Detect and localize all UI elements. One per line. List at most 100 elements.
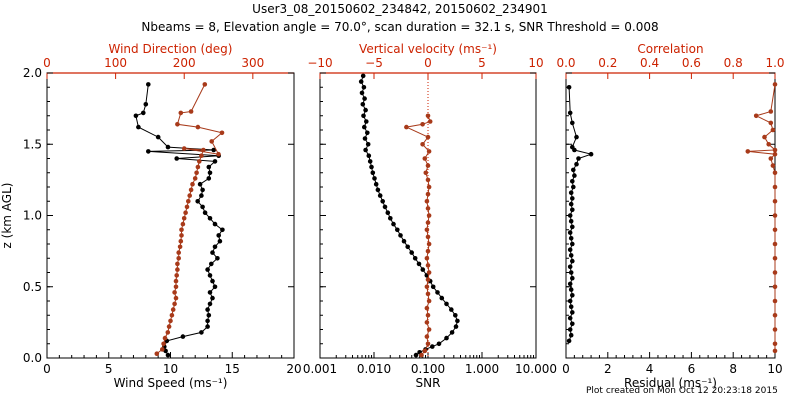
- figure-title-line-2: Nbeams = 8, Elevation angle = 70.0°, sca…: [141, 20, 659, 34]
- data-point-left-1: [168, 318, 173, 324]
- data-point-middle-0: [361, 113, 366, 119]
- data-point-left-0: [146, 82, 151, 87]
- data-point-middle-1: [425, 234, 431, 240]
- data-point-middle-1: [424, 199, 430, 204]
- data-point-middle-0: [405, 244, 411, 250]
- data-point-left-0: [200, 204, 205, 210]
- data-point-middle-1: [425, 220, 431, 225]
- data-point-left-0: [217, 238, 223, 244]
- data-point-left-0: [210, 278, 215, 284]
- data-point-left-0: [212, 159, 218, 164]
- data-point-right-0: [567, 298, 573, 304]
- data-point-right-1: [772, 213, 778, 218]
- data-point-right-1: [772, 255, 778, 261]
- data-point-right-0: [571, 184, 576, 190]
- data-point-left-1: [194, 170, 199, 176]
- data-point-middle-1: [425, 277, 431, 282]
- data-point-right-0: [566, 338, 572, 344]
- y-tick-label: 0.0: [23, 351, 42, 365]
- data-point-left-1: [180, 221, 186, 227]
- data-point-left-0: [210, 295, 215, 301]
- bottom-tick-label-middle: 0.010: [357, 362, 391, 376]
- data-point-middle-0: [439, 295, 445, 301]
- data-point-middle-0: [413, 352, 419, 358]
- bottom-axis-title-right: Residual (ms⁻¹): [624, 376, 717, 390]
- data-point-left-0: [207, 216, 213, 221]
- data-point-left-1: [177, 244, 183, 250]
- data-point-left-1: [183, 210, 188, 215]
- data-point-middle-0: [382, 204, 388, 210]
- data-point-right-0: [576, 156, 581, 161]
- data-point-middle-0: [367, 159, 373, 164]
- data-point-middle-0: [372, 176, 377, 181]
- data-point-middle-1: [425, 341, 431, 347]
- data-point-right-1: [762, 134, 767, 140]
- data-point-middle-0: [416, 261, 422, 267]
- data-point-middle-1: [404, 124, 409, 130]
- data-point-middle-0: [398, 233, 403, 238]
- data-point-middle-1: [420, 122, 425, 127]
- data-point-left-0: [212, 284, 218, 290]
- data-point-right-1: [766, 142, 771, 147]
- data-point-middle-0: [412, 255, 418, 261]
- top-tick-label-left: 200: [173, 56, 196, 70]
- data-point-right-0: [566, 85, 572, 90]
- data-point-right-0: [567, 110, 573, 116]
- data-point-middle-0: [363, 147, 368, 153]
- data-point-left-1: [184, 204, 190, 210]
- data-point-right-1: [772, 270, 778, 275]
- data-point-left-0: [207, 301, 213, 307]
- bottom-tick-label-left: 5: [105, 362, 113, 376]
- bottom-tick-label-right: 4: [646, 362, 654, 376]
- data-point-left-0: [165, 144, 171, 150]
- data-point-middle-0: [449, 307, 454, 312]
- data-point-right-0: [588, 151, 594, 157]
- data-point-right-0: [574, 161, 579, 167]
- data-point-right-1: [772, 241, 778, 247]
- data-point-middle-1: [419, 352, 424, 358]
- data-point-left-1: [178, 110, 184, 116]
- data-point-right-0: [567, 230, 573, 235]
- data-point-middle-1: [426, 298, 432, 304]
- bottom-tick-label-right: 8: [729, 362, 737, 376]
- data-point-right-1: [772, 327, 778, 332]
- data-point-left-1: [188, 109, 194, 114]
- data-point-right-0: [567, 264, 573, 270]
- data-point-right-1: [745, 149, 751, 154]
- data-point-middle-0: [455, 318, 460, 324]
- data-point-middle-1: [425, 113, 431, 119]
- y-tick-label: 1.5: [23, 137, 42, 151]
- data-point-right-1: [772, 199, 778, 204]
- data-point-left-1: [190, 181, 195, 187]
- data-point-left-1: [154, 351, 160, 357]
- data-point-right-0: [567, 281, 573, 287]
- data-point-right-0: [570, 258, 575, 264]
- top-tick-label-middle: 0: [424, 56, 432, 70]
- y-tick-label: 2.0: [23, 66, 42, 80]
- data-point-right-0: [570, 224, 575, 230]
- data-point-right-0: [567, 327, 573, 332]
- data-point-middle-1: [425, 248, 431, 254]
- data-point-left-0: [206, 164, 212, 170]
- data-point-right-0: [567, 247, 573, 252]
- data-point-right-0: [570, 241, 575, 247]
- data-point-right-1: [772, 151, 778, 157]
- top-tick-label-middle: −10: [307, 56, 332, 70]
- data-point-left-1: [199, 153, 204, 158]
- data-point-left-0: [205, 267, 210, 272]
- data-point-left-1: [219, 130, 225, 136]
- data-point-right-1: [768, 109, 774, 114]
- data-point-left-1: [195, 124, 201, 130]
- top-tick-label-right: 1.0: [765, 56, 784, 70]
- data-point-middle-0: [364, 119, 369, 124]
- data-point-left-1: [192, 176, 198, 181]
- data-point-middle-0: [369, 164, 374, 170]
- data-point-right-0: [570, 179, 575, 184]
- data-point-right-0: [570, 275, 575, 281]
- data-point-middle-1: [424, 305, 430, 311]
- data-point-middle-0: [435, 290, 440, 295]
- data-point-middle-0: [363, 107, 368, 113]
- bottom-axis-title-left: Wind Speed (ms⁻¹): [114, 376, 228, 390]
- data-point-left-1: [173, 284, 179, 290]
- data-point-middle-0: [430, 344, 435, 349]
